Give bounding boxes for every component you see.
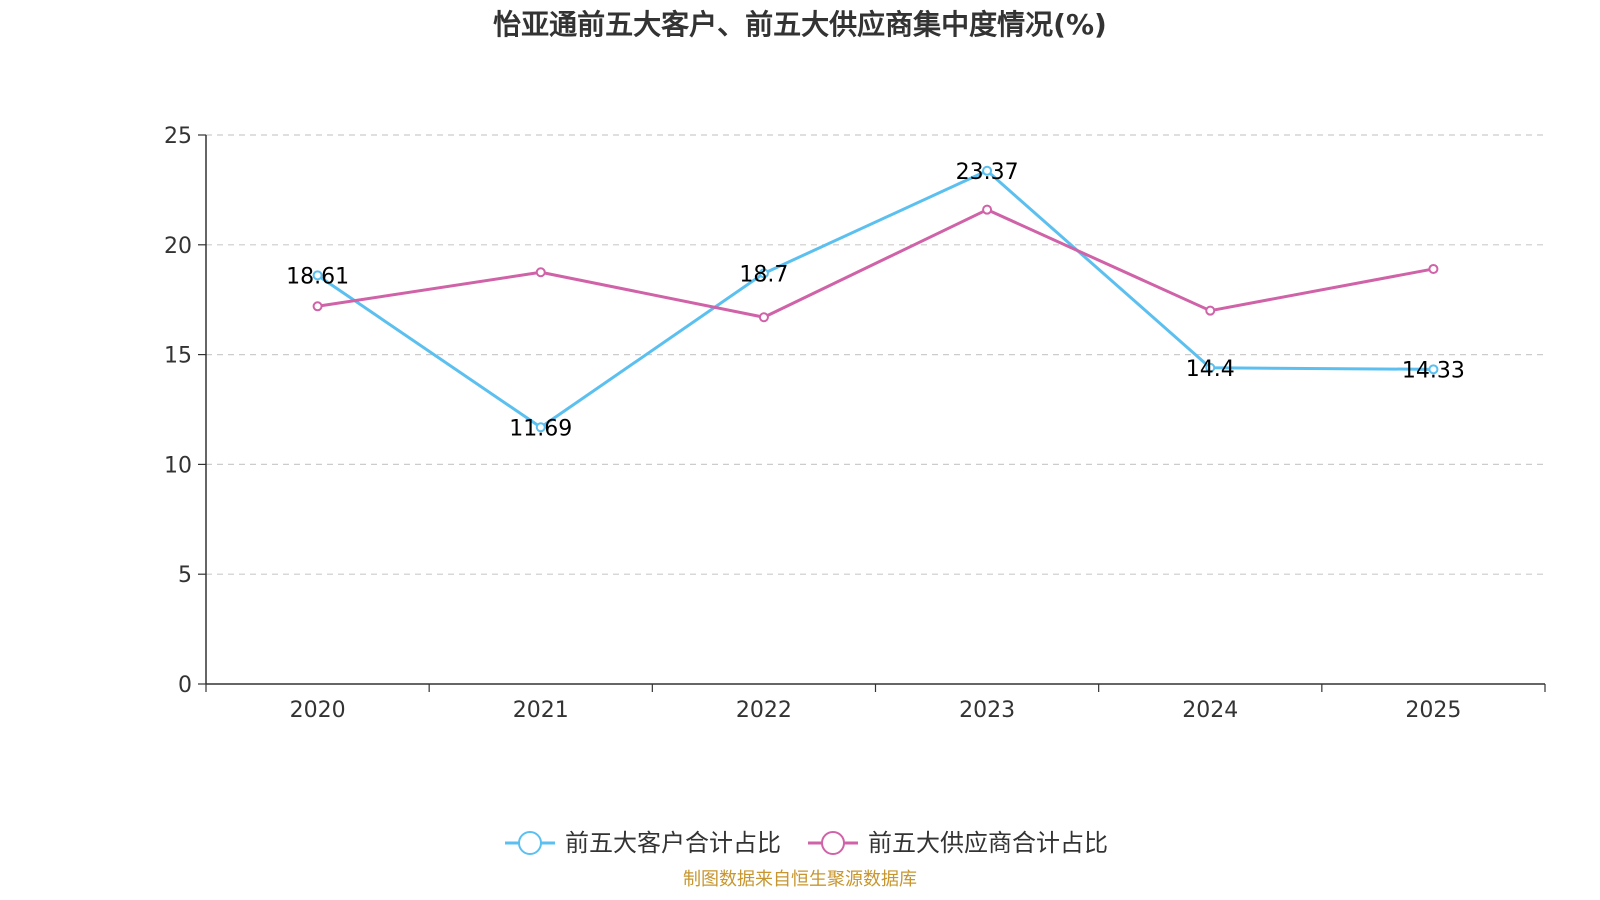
y-tick-label: 15 xyxy=(164,344,192,369)
data-point[interactable] xyxy=(1428,364,1439,375)
x-tick-label: 2023 xyxy=(959,698,1015,723)
data-label: 18.7 xyxy=(739,262,788,287)
data-label: 18.61 xyxy=(286,264,349,289)
data-point[interactable] xyxy=(758,312,769,323)
x-tick-label: 2022 xyxy=(736,698,792,723)
data-point[interactable] xyxy=(982,165,993,176)
data-point[interactable] xyxy=(535,422,546,433)
data-point[interactable] xyxy=(1428,263,1439,274)
x-tick-label: 2021 xyxy=(513,698,569,723)
legend-label: 前五大供应商合计占比 xyxy=(868,829,1108,857)
grid xyxy=(206,134,1545,575)
y-tick-label: 0 xyxy=(178,673,192,698)
series-line-1 xyxy=(317,208,1434,319)
data-label: 14.33 xyxy=(1402,358,1465,383)
chart-title: 怡亚通前五大客户、前五大供应商集中度情况(%) xyxy=(493,8,1107,41)
series-line-0 xyxy=(316,169,1434,429)
data-label: 11.69 xyxy=(509,416,572,441)
data-point[interactable] xyxy=(758,268,769,279)
y-tick-label: 10 xyxy=(164,453,192,478)
data-labels: 18.61 11.69 18.7 23.37 14.4 14.33 xyxy=(286,160,1465,441)
x-tick-label: 2025 xyxy=(1405,698,1461,723)
y-tick-label: 5 xyxy=(178,563,192,588)
legend-item-0[interactable]: 前五大客户合计占比 xyxy=(505,829,781,857)
data-label: 23.37 xyxy=(956,160,1019,185)
legend-item-1[interactable]: 前五大供应商合计占比 xyxy=(808,829,1108,857)
data-point[interactable] xyxy=(982,204,993,215)
data-point[interactable] xyxy=(1205,305,1216,316)
y-tick-label: 20 xyxy=(164,234,192,259)
data-point[interactable] xyxy=(312,301,323,312)
y-tick-label: 25 xyxy=(164,124,192,149)
x-tick-label: 2024 xyxy=(1182,698,1238,723)
legend-swatch-marker xyxy=(821,831,845,855)
legend[interactable]: 前五大客户合计占比 前五大供应商合计占比 xyxy=(505,829,1108,857)
legend-swatch-marker xyxy=(518,831,542,855)
x-tick-label: 2020 xyxy=(290,698,346,723)
series-layer xyxy=(312,165,1439,433)
legend-label: 前五大客户合计占比 xyxy=(565,829,781,857)
data-label: 14.4 xyxy=(1186,357,1235,382)
data-point[interactable] xyxy=(1205,362,1216,373)
data-point[interactable] xyxy=(312,270,323,281)
source-note: 制图数据来自恒生聚源数据库 xyxy=(683,869,917,890)
data-point[interactable] xyxy=(535,267,546,278)
